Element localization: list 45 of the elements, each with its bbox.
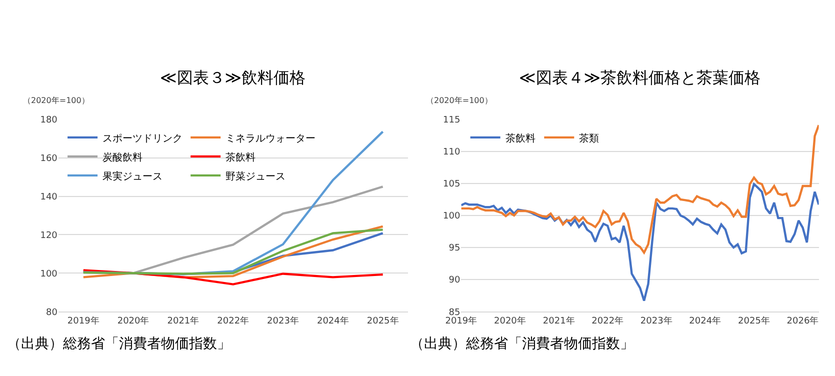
y-tick-label: 80	[46, 308, 58, 318]
x-tick-label: 2020年	[117, 315, 150, 326]
line-series	[461, 124, 819, 254]
x-tick-label: 2022年	[592, 315, 624, 326]
x-tick-label: 2019年	[67, 315, 100, 326]
x-tick-label: 2021年	[542, 315, 575, 326]
y-tick-label: 180	[40, 116, 58, 126]
x-tick-label: 2026年	[786, 315, 819, 326]
x-tick-label: 2019年	[445, 315, 478, 326]
legend-label: 炭酸飲料	[102, 151, 143, 164]
y-axis-title: （2020年=100）	[426, 96, 492, 105]
x-tick-label: 2022年	[217, 315, 250, 326]
y-axis-title: （2020年=100）	[23, 96, 90, 105]
y-tick-label: 90	[448, 276, 460, 286]
legend-label: 茶飲料	[505, 132, 536, 144]
x-tick-label: 2023年	[640, 315, 672, 326]
x-tick-label: 2025年	[366, 315, 399, 326]
line-series	[461, 182, 819, 302]
x-tick-label: 2024年	[689, 315, 722, 326]
y-tick-label: 140	[40, 192, 58, 202]
y-tick-label: 95	[448, 244, 460, 254]
y-tick-label: 100	[443, 212, 460, 222]
x-tick-label: 2021年	[167, 315, 200, 326]
legend-label: スポーツドリンク	[102, 133, 183, 144]
x-tick-label: 2020年	[494, 315, 526, 326]
chart-title: ≪図表３≫飲料価格	[160, 68, 306, 87]
text: （出典）総務省「消費者物価指数」	[7, 336, 231, 352]
y-tick-label: 120	[40, 230, 58, 241]
y-tick-label: 115	[443, 116, 460, 126]
x-tick-label: 2024年	[316, 315, 349, 326]
y-tick-label: 160	[40, 154, 58, 164]
legend-label: 茶飲料	[226, 151, 256, 164]
legend-label: 果実ジュース	[102, 170, 163, 182]
legend-label: 茶類	[579, 132, 600, 144]
x-tick-label: 2023年	[267, 315, 299, 326]
chart-title: ≪図表４≫茶飲料価格と茶葉価格	[519, 68, 760, 87]
legend-label: ミネラルウォーター	[226, 133, 316, 144]
y-tick-label: 110	[443, 148, 460, 158]
legend-label: 野菜ジュース	[226, 170, 286, 182]
y-tick-label: 100	[40, 269, 58, 280]
y-tick-label: 85	[448, 308, 460, 318]
text: （出典）総務省「消費者物価指数」	[410, 336, 634, 352]
line-series	[82, 269, 384, 286]
x-tick-label: 2025年	[738, 315, 770, 326]
y-tick-label: 105	[443, 180, 460, 190]
